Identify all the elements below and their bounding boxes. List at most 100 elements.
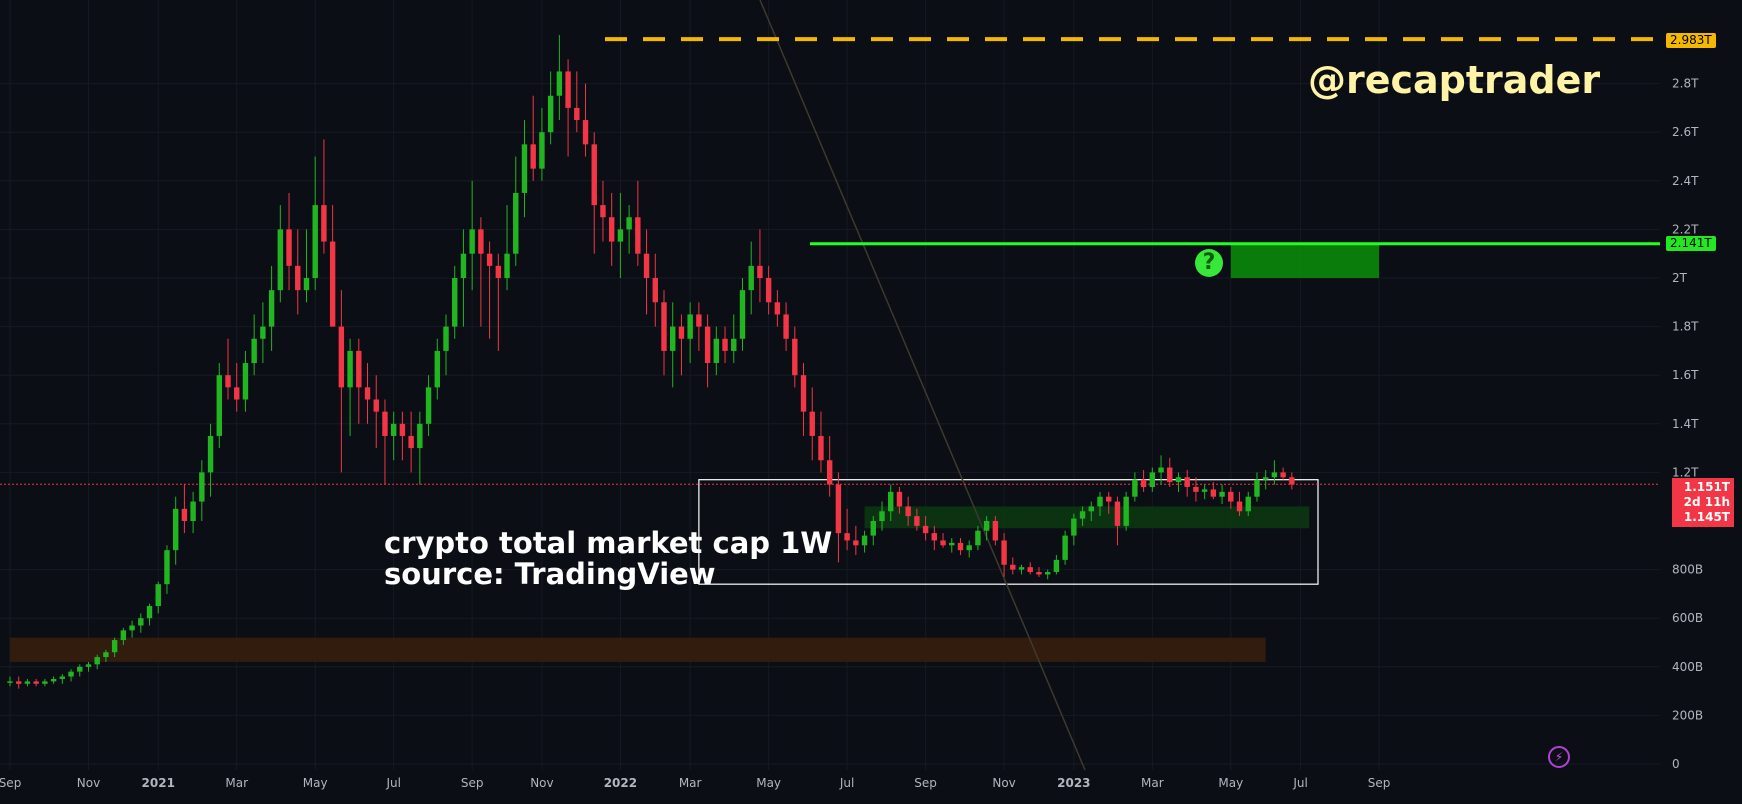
x-tick-label: Sep <box>461 776 484 790</box>
candle-body <box>242 363 249 400</box>
candle-body <box>966 545 972 551</box>
candle-body <box>399 423 406 436</box>
candle-body <box>216 375 222 436</box>
candle-body <box>888 491 894 512</box>
x-tick-label: Mar <box>679 776 702 790</box>
candle-body <box>425 387 432 424</box>
candle-body <box>382 411 388 436</box>
candle-body <box>94 657 100 665</box>
candle-body <box>1262 477 1269 480</box>
candle-body <box>190 501 196 521</box>
x-tick-label: Nov <box>530 776 553 790</box>
candle-body <box>408 435 414 449</box>
candle-body <box>896 491 903 507</box>
candle-body <box>722 338 728 351</box>
candle-body <box>757 265 763 278</box>
y-tick-label: 0 <box>1672 757 1680 771</box>
candle-body <box>748 265 754 291</box>
candle-body <box>1071 518 1077 536</box>
y-tick-label: 2.2T <box>1672 222 1699 236</box>
candle-body <box>452 278 458 327</box>
candle-body <box>16 681 22 684</box>
candle-body <box>1088 506 1094 512</box>
candle-body <box>146 606 153 619</box>
caption-line-source: source: TradingView <box>384 557 716 591</box>
x-tick-label: Jul <box>839 776 854 790</box>
candle-body <box>59 676 66 679</box>
candle-body <box>652 278 658 303</box>
candle-body <box>329 241 336 327</box>
candle-body <box>617 229 624 242</box>
candle-body <box>992 521 999 541</box>
candle-body <box>1114 501 1121 526</box>
candle-body <box>356 350 362 388</box>
candle-body <box>373 399 379 412</box>
candle-body <box>164 550 170 585</box>
candle-body <box>957 542 964 551</box>
candle-body <box>486 253 493 266</box>
candle-body <box>643 253 650 278</box>
y-tick-label: 2.8T <box>1672 77 1699 91</box>
candle-body <box>234 387 240 400</box>
candle-body <box>1201 489 1208 492</box>
x-tick-label: Nov <box>77 776 100 790</box>
candle-body <box>1140 479 1147 487</box>
candle-body <box>844 533 850 541</box>
candle-body <box>1036 572 1042 575</box>
last-price-value: 1.151T <box>1683 480 1730 494</box>
zone-3 <box>10 637 1266 662</box>
x-tick-label: Mar <box>225 776 248 790</box>
candle-body <box>626 217 632 230</box>
candle-body <box>853 540 859 546</box>
caption-line-title: crypto total market cap 1W <box>384 526 833 560</box>
candle-body <box>521 144 528 193</box>
candle-body <box>1280 472 1286 478</box>
candle-body <box>905 506 911 517</box>
candle-body <box>347 350 353 388</box>
y-tick-label: 1.4T <box>1672 417 1699 431</box>
candle-body <box>800 375 807 412</box>
candle-body <box>7 681 13 683</box>
candle-body <box>591 144 597 206</box>
chart-caption: crypto total market cap 1W source: Tradi… <box>384 528 832 590</box>
candle-body <box>1044 572 1051 575</box>
candle-body <box>1184 477 1190 487</box>
candle-body <box>826 460 833 485</box>
candle-body <box>530 144 536 169</box>
zone-2 <box>864 506 1310 529</box>
y-tick-label: 600B <box>1672 611 1703 625</box>
candle-body <box>295 265 301 291</box>
candle-body <box>181 508 188 521</box>
candle-body <box>600 205 606 218</box>
candle-body <box>818 435 824 461</box>
candle-body <box>207 435 214 473</box>
candle-body <box>1097 496 1103 507</box>
candle-body <box>582 120 589 145</box>
candle-body <box>1149 472 1156 487</box>
last-price-tag: 1.151T 2d 11h 1.145T <box>1672 478 1734 527</box>
candle-body <box>914 516 920 526</box>
x-tick-label: Sep <box>0 776 21 790</box>
candle-body <box>1236 501 1243 512</box>
x-tick-label: May <box>303 776 328 790</box>
candle-body <box>103 652 109 658</box>
candle-body <box>1289 477 1295 485</box>
candle-body <box>1167 467 1173 483</box>
candle-body <box>565 71 571 108</box>
x-tick-label: 2023 <box>1057 776 1090 790</box>
y-tick-label: 1.6T <box>1672 368 1699 382</box>
lightning-icon[interactable]: ⚡ <box>1548 746 1570 768</box>
candle-body <box>111 640 118 653</box>
x-tick-label: Jul <box>1292 776 1307 790</box>
candle-body <box>731 338 737 351</box>
y-tick-label: 200B <box>1672 708 1703 722</box>
candle-body <box>949 542 955 546</box>
x-tick-label: 2022 <box>604 776 637 790</box>
resistance-price-label: 2.141T <box>1666 236 1716 251</box>
candle-body <box>696 314 702 327</box>
candle-body <box>434 350 440 388</box>
candle-body <box>1001 540 1007 565</box>
candle-body <box>321 205 327 242</box>
candle-body <box>635 217 641 254</box>
